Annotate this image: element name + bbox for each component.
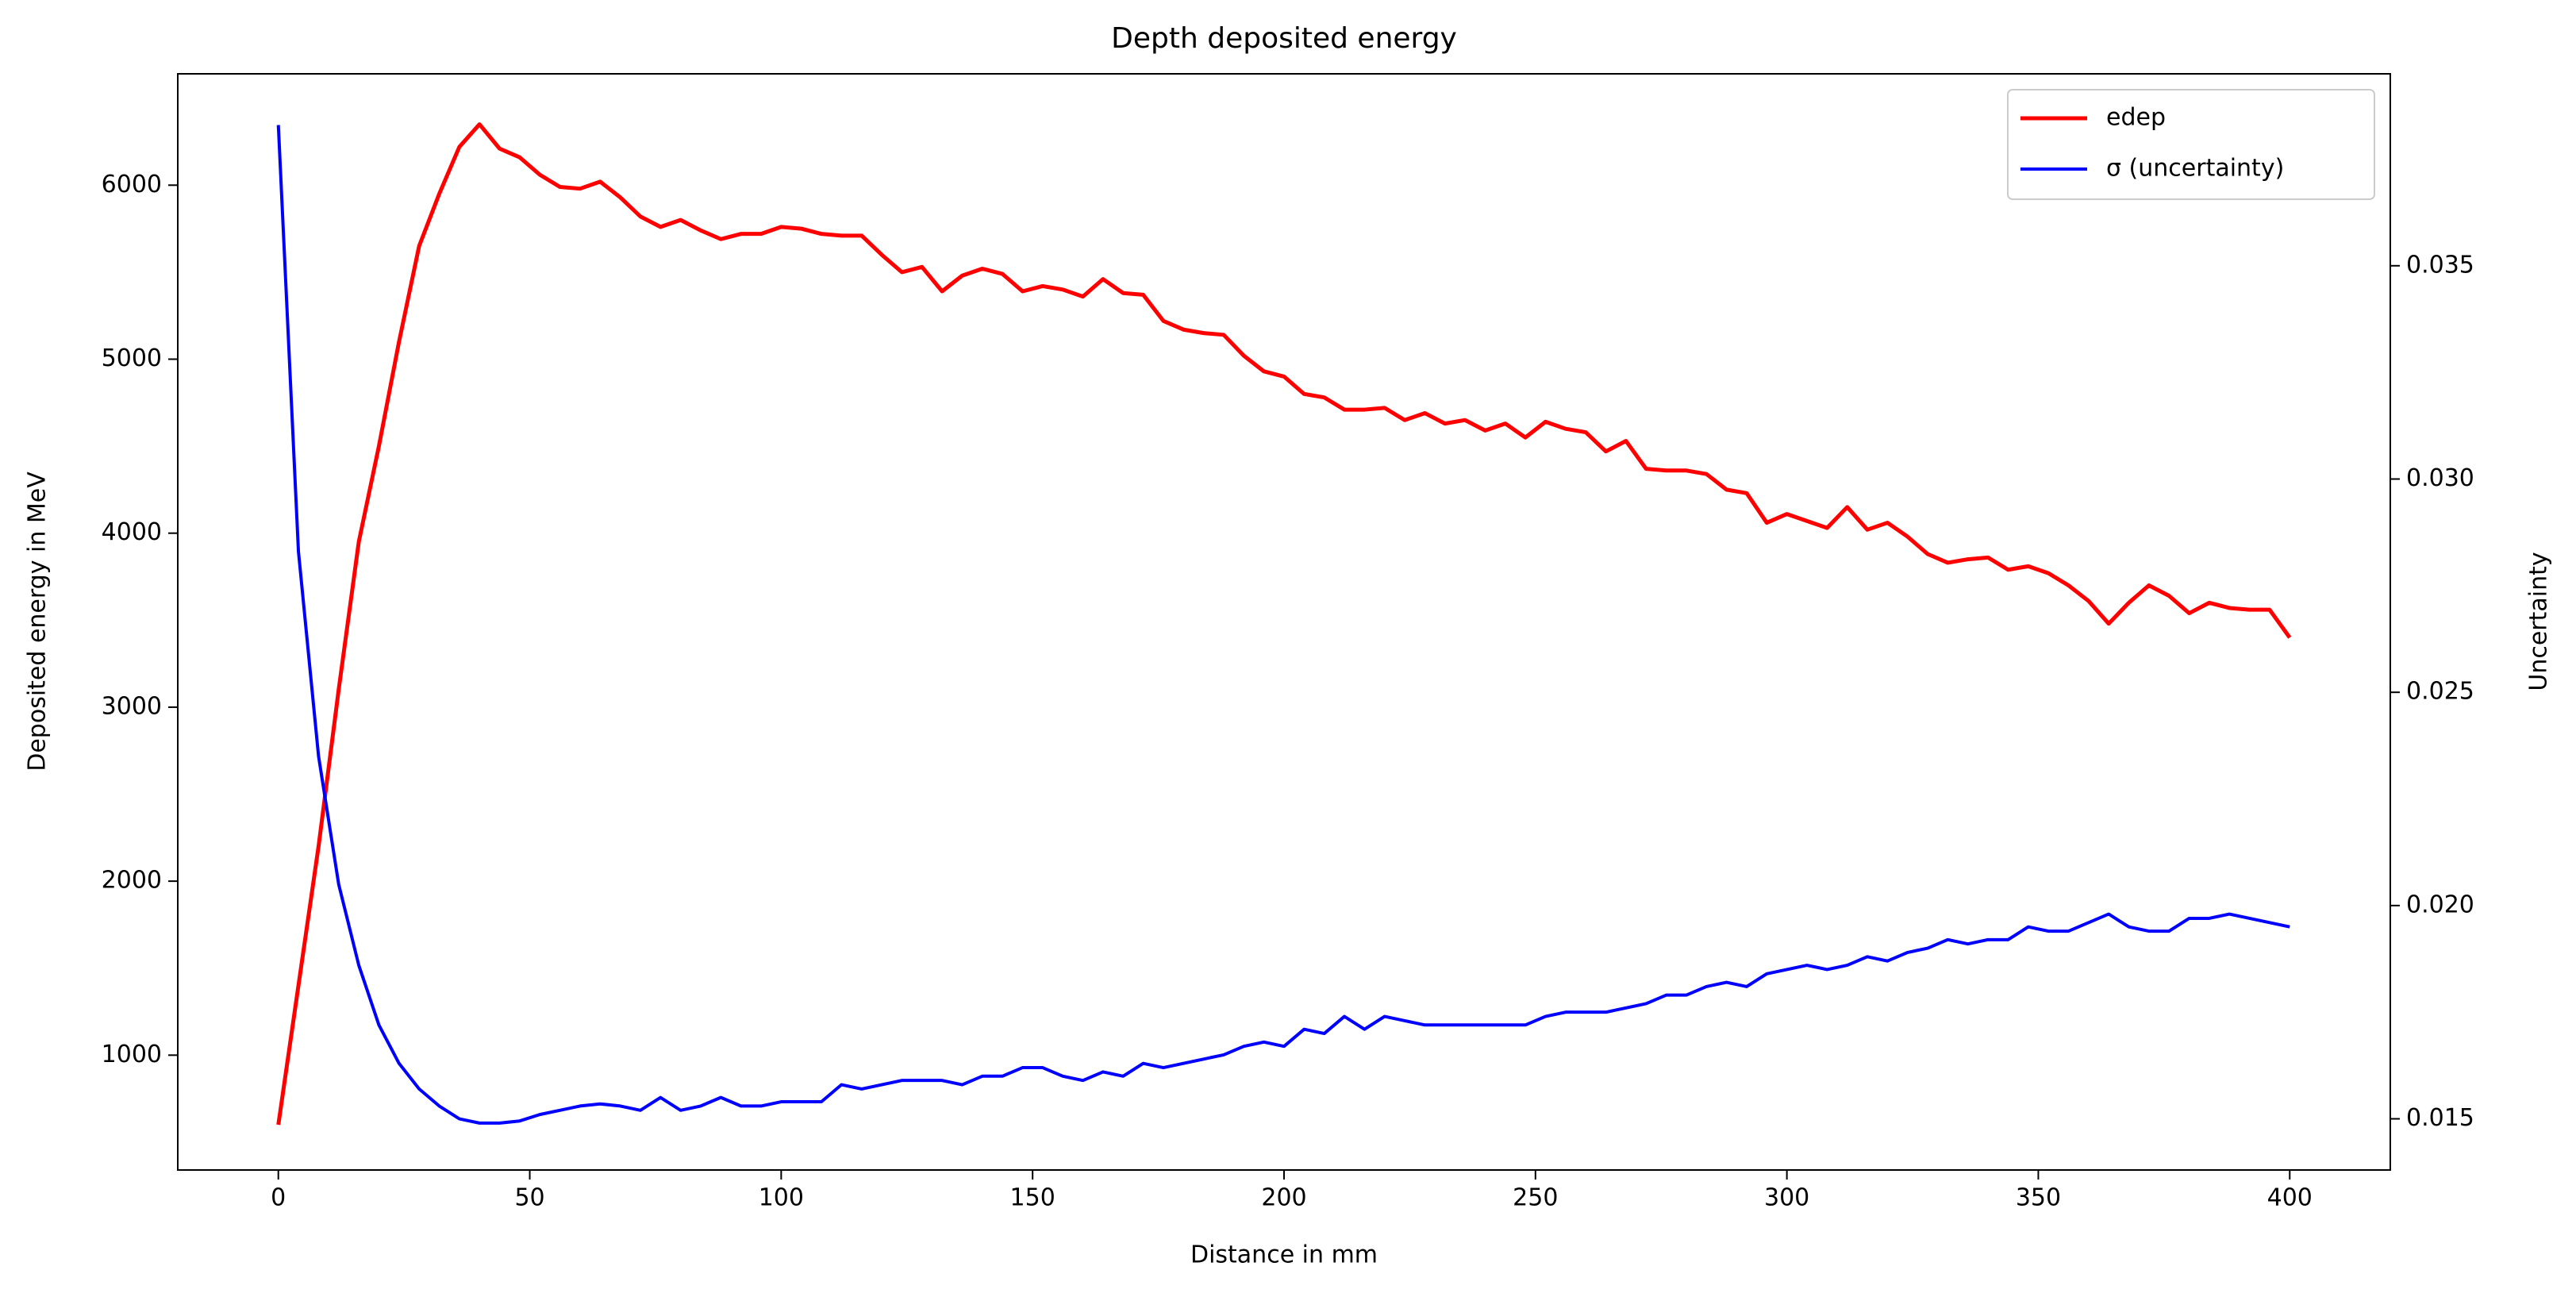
y2-tick-label: 0.035 — [2406, 251, 2474, 279]
x-tick-label: 200 — [1261, 1184, 1306, 1212]
legend: edep σ (uncertainty) — [2007, 89, 2375, 200]
y-tick-label: 6000 — [102, 171, 162, 198]
line-series — [276, 122, 2292, 1126]
plot-frame — [177, 73, 2391, 1171]
x-tick-label: 250 — [1513, 1184, 1558, 1212]
y-tick-label: 5000 — [102, 344, 162, 372]
y-tick-label: 1000 — [102, 1041, 162, 1068]
y-tick-label: 2000 — [102, 867, 162, 895]
y2-tick-label: 0.020 — [2406, 891, 2474, 918]
x-tick-label: 300 — [1764, 1184, 1809, 1212]
legend-box — [2007, 89, 2375, 200]
x-tick-label: 400 — [2267, 1184, 2313, 1212]
line-series — [276, 125, 2290, 1125]
x-axis-label: Distance in mm — [1190, 1241, 1378, 1269]
y2-tick-label: 0.015 — [2406, 1104, 2474, 1132]
y-axis-label: Deposited energy in MeV — [24, 471, 52, 772]
chart-title: Depth deposited energy — [1111, 22, 1457, 55]
y-tick-label: 4000 — [102, 518, 162, 546]
x-tick-label: 100 — [759, 1184, 804, 1212]
x-tick-label: 0 — [271, 1184, 286, 1212]
x-tick-label: 350 — [2016, 1184, 2061, 1212]
x-tick-label: 150 — [1010, 1184, 1055, 1212]
legend-label: edep — [2106, 104, 2166, 132]
legend-label: σ (uncertainty) — [2106, 155, 2284, 183]
y-tick-label: 3000 — [102, 692, 162, 720]
x-tick-label: 50 — [514, 1184, 544, 1212]
y2-tick-label: 0.025 — [2406, 678, 2474, 706]
y2-tick-label: 0.030 — [2406, 464, 2474, 492]
y2-axis-label: Uncertainty — [2525, 552, 2553, 691]
